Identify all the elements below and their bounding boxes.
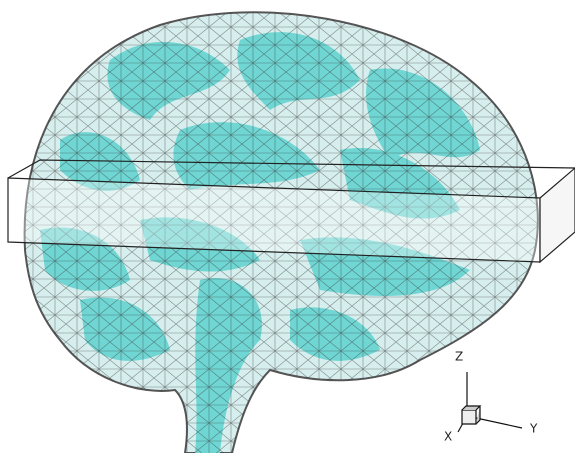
axis-label: Y (529, 422, 538, 436)
axis-label: X (444, 430, 452, 444)
axis-triad (458, 372, 522, 432)
axis-label: Z (455, 350, 463, 364)
page: {"axes": {"z": "Z", "y": "Y", "x": "X"}} (0, 0, 575, 453)
brain-render: Z Y X (0, 0, 575, 453)
